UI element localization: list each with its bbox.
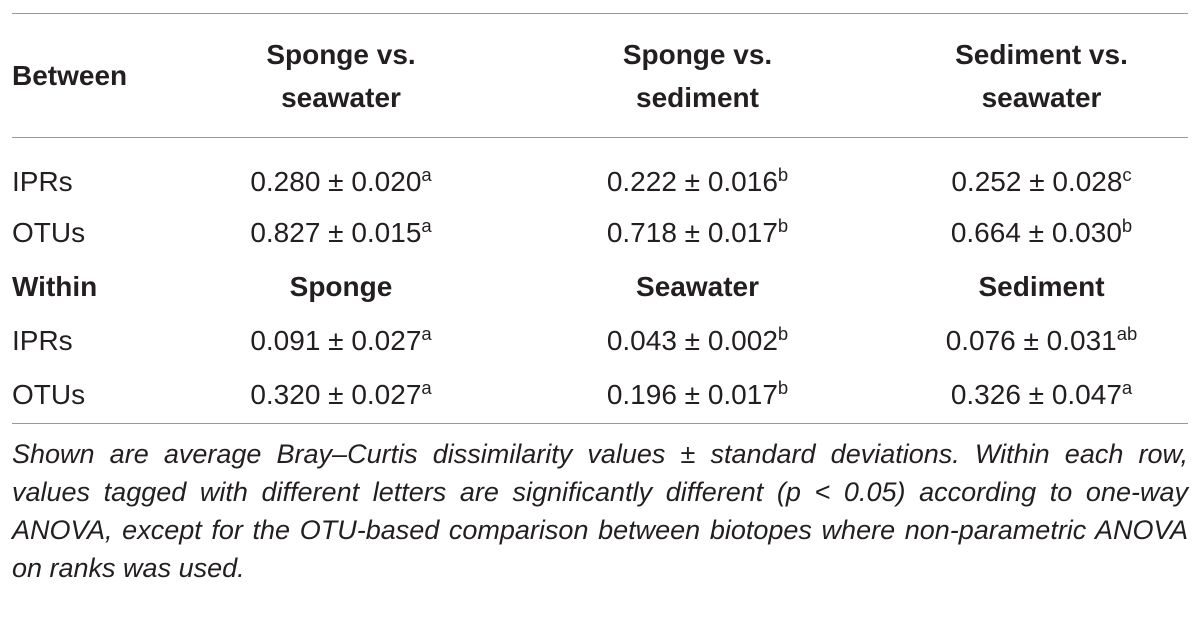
row-label: OTUs <box>12 379 86 411</box>
significance-letter: b <box>1121 214 1133 236</box>
value: 0.326 ± 0.047 <box>950 379 1122 411</box>
significance-letter: b <box>777 214 789 236</box>
footnote: Shown are average Bray–Curtis dissimilar… <box>12 439 1188 583</box>
table-container: Between Sponge vs. seawater Sponge vs. sed… <box>12 13 1188 587</box>
value: 0.827 ± 0.015 <box>250 216 422 248</box>
significance-letter: b <box>777 163 789 185</box>
header-cell: Sediment vs. seawater <box>895 14 1188 138</box>
header-row: Between Sponge vs. seawater Sponge vs. sed… <box>12 13 1188 138</box>
header-text: Sponge <box>289 270 393 302</box>
value-cell: 0.091 ± 0.027a <box>182 314 500 368</box>
table-head: Between Sponge vs. seawater Sponge vs. sed… <box>12 13 1188 138</box>
header-cell: Sponge <box>182 260 500 314</box>
significance-letter: b <box>777 322 789 344</box>
value-cell: 0.718 ± 0.017b <box>500 206 895 260</box>
header-text: Sediment vs. seawater <box>955 38 1128 113</box>
header-text: Within <box>12 270 98 302</box>
data-row: IPRs 0.280 ± 0.020a 0.222 ± 0.016b 0.252 ± … <box>12 138 1188 206</box>
header-cell: Seawater <box>500 260 895 314</box>
value: 0.091 ± 0.027 <box>250 324 422 356</box>
header-cell: Sediment <box>895 260 1188 314</box>
value: 0.043 ± 0.002 <box>606 324 778 356</box>
header-text: Sponge vs. sediment <box>622 38 773 113</box>
value: 0.718 ± 0.017 <box>606 216 778 248</box>
value-cell: 0.196 ± 0.017b <box>500 368 895 424</box>
value-cell: 0.326 ± 0.047a <box>895 368 1188 424</box>
header-cell: Sponge vs. seawater <box>182 14 500 138</box>
significance-letter: c <box>1122 163 1132 185</box>
header-text: Seawater <box>636 270 759 302</box>
value-cell: 0.076 ± 0.031ab <box>895 314 1188 368</box>
data-row: OTUs 0.320 ± 0.027a 0.196 ± 0.017b 0.326 ± … <box>12 368 1188 424</box>
header-cell: Within <box>12 260 182 314</box>
significance-letter: a <box>421 322 432 344</box>
significance-letter: a <box>421 377 432 399</box>
value: 0.320 ± 0.027 <box>250 379 422 411</box>
section-row: Within Sponge Seawater Sediment <box>12 260 1188 314</box>
header-cell: Between <box>12 14 182 138</box>
value: 0.076 ± 0.031 <box>945 324 1117 356</box>
value-cell: 0.664 ± 0.030b <box>895 206 1188 260</box>
value-cell: 0.043 ± 0.002b <box>500 314 895 368</box>
header-text: Between <box>12 60 128 91</box>
significance-letter: b <box>777 377 789 399</box>
data-row: IPRs 0.091 ± 0.027a 0.043 ± 0.002b 0.076 ± … <box>12 314 1188 368</box>
row-label: OTUs <box>12 216 86 248</box>
value-cell: 0.252 ± 0.028c <box>895 138 1188 206</box>
table: Between Sponge vs. seawater Sponge vs. sed… <box>12 13 1188 424</box>
value: 0.664 ± 0.030 <box>950 216 1122 248</box>
value-cell: 0.827 ± 0.015a <box>182 206 500 260</box>
value-cell: 0.280 ± 0.020a <box>182 138 500 206</box>
value-cell: 0.222 ± 0.016b <box>500 138 895 206</box>
table-body: IPRs 0.280 ± 0.020a 0.222 ± 0.016b 0.252 ± … <box>12 138 1188 424</box>
header-cell: Sponge vs. sediment <box>500 14 895 138</box>
value-cell: 0.320 ± 0.027a <box>182 368 500 424</box>
significance-letter: ab <box>1116 322 1138 344</box>
row-label: IPRs <box>12 165 73 197</box>
value: 0.222 ± 0.016 <box>606 165 778 197</box>
value: 0.252 ± 0.028 <box>951 165 1123 197</box>
value: 0.280 ± 0.020 <box>250 165 422 197</box>
header-text: Sediment <box>978 270 1105 302</box>
value: 0.196 ± 0.017 <box>606 379 778 411</box>
data-row: OTUs 0.827 ± 0.015a 0.718 ± 0.017b 0.664 ± … <box>12 206 1188 260</box>
significance-letter: a <box>1121 377 1133 399</box>
header-text: Sponge vs. seawater <box>266 38 416 113</box>
significance-letter: a <box>421 163 432 185</box>
row-label: IPRs <box>12 324 73 356</box>
significance-letter: a <box>421 214 432 236</box>
